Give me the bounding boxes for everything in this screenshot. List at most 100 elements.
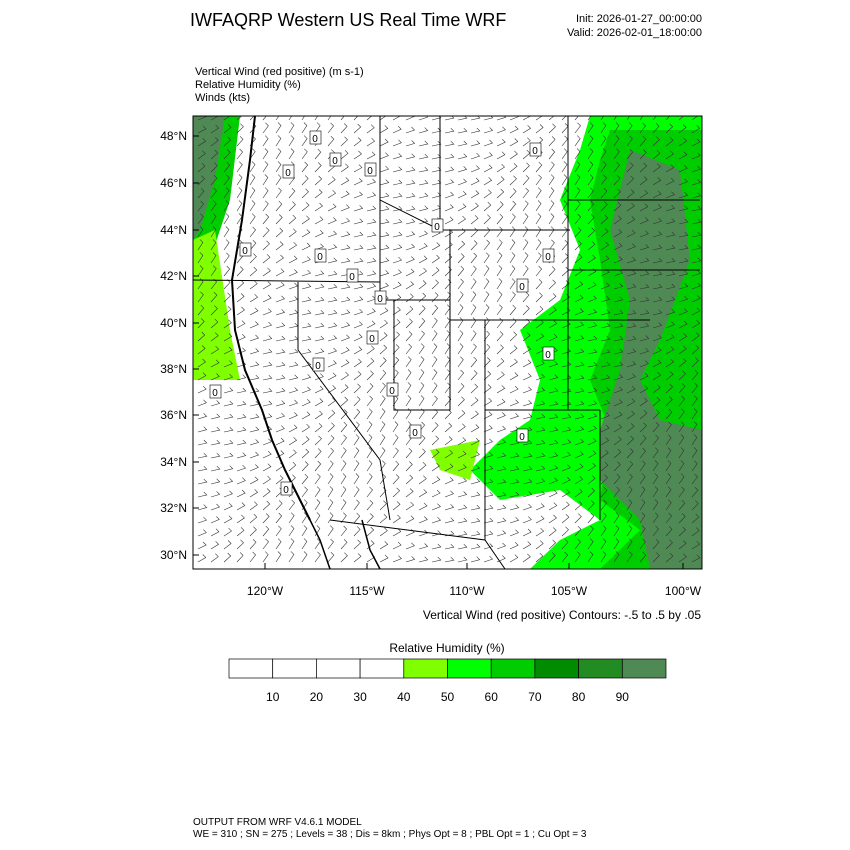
- barb: [665, 346, 675, 355]
- barb: [691, 369, 699, 381]
- barb: [301, 551, 308, 563]
- lon-label: 110°W: [449, 584, 485, 598]
- barb: [236, 477, 246, 485]
- lon-label: 100°W: [665, 584, 702, 598]
- barb: [574, 335, 585, 342]
- barb: [418, 556, 429, 563]
- barb: [210, 373, 220, 381]
- barb: [392, 331, 400, 342]
- barb: [561, 451, 572, 459]
- barb: [210, 516, 220, 524]
- barb: [288, 255, 298, 264]
- barb: [483, 343, 491, 355]
- lon-label: 105°W: [551, 584, 588, 598]
- barb: [691, 357, 699, 368]
- barb: [470, 177, 480, 186]
- barb: [678, 408, 685, 420]
- barb: [262, 500, 271, 511]
- barb: [639, 435, 647, 446]
- barb: [379, 138, 389, 147]
- barb: [288, 551, 295, 563]
- barb: [236, 161, 243, 173]
- barb: [366, 421, 373, 433]
- contour-label: 0: [312, 134, 318, 145]
- contour-label-box: [516, 428, 529, 443]
- barb: [223, 426, 234, 433]
- barb: [639, 372, 649, 381]
- barb: [639, 176, 648, 186]
- barb: [522, 373, 532, 381]
- barb: [600, 387, 611, 394]
- barb: [600, 399, 611, 407]
- barb: [405, 343, 413, 355]
- barb: [249, 489, 259, 498]
- barb: [275, 227, 284, 238]
- barb: [340, 116, 345, 121]
- colorbar-box: [272, 658, 317, 679]
- colorbar-tick-label: 90: [616, 690, 630, 704]
- barb: [340, 486, 347, 498]
- barb: [340, 499, 347, 511]
- barb: [379, 244, 390, 251]
- lat-label: 38°N: [160, 362, 187, 376]
- barb: [340, 190, 350, 199]
- barb: [236, 452, 247, 459]
- barb: [561, 551, 569, 563]
- barb: [470, 410, 479, 420]
- barb: [353, 473, 360, 485]
- barb: [535, 213, 542, 225]
- barb: [418, 192, 429, 199]
- barb: [691, 152, 701, 160]
- barb: [613, 116, 617, 121]
- barb: [535, 292, 543, 303]
- barb: [483, 164, 493, 173]
- barb: [548, 213, 555, 225]
- barb: [652, 270, 663, 277]
- barb: [249, 148, 256, 160]
- contour-label-box: [282, 164, 295, 179]
- barb: [574, 116, 579, 121]
- barb: [379, 395, 386, 407]
- barb: [379, 447, 386, 459]
- barb: [509, 504, 520, 511]
- barb: [600, 437, 610, 446]
- barb: [535, 515, 545, 524]
- barb: [314, 229, 324, 238]
- barb: [366, 231, 377, 238]
- barb: [405, 140, 416, 147]
- barb: [431, 449, 440, 459]
- colorbar-tick-label: 60: [485, 690, 499, 704]
- barb: [574, 122, 581, 134]
- barb: [392, 408, 399, 420]
- barb: [288, 228, 297, 238]
- barb: [522, 516, 532, 524]
- barb: [262, 413, 273, 420]
- barb: [535, 373, 546, 381]
- barb: [470, 478, 481, 485]
- barb: [353, 460, 360, 472]
- barb: [366, 473, 373, 485]
- barb: [561, 413, 572, 420]
- barb: [249, 239, 257, 251]
- barb: [262, 348, 273, 355]
- barb: [496, 304, 503, 316]
- barb: [496, 239, 503, 251]
- barb: [470, 504, 481, 511]
- barb: [639, 283, 650, 290]
- barb: [301, 361, 312, 368]
- barb: [366, 383, 374, 394]
- barb: [574, 513, 582, 524]
- barb: [444, 422, 453, 433]
- barb: [314, 175, 323, 186]
- barb: [392, 514, 401, 524]
- contour-label: 0: [389, 386, 395, 397]
- barb: [249, 439, 260, 446]
- barb: [275, 135, 282, 147]
- barb: [301, 473, 309, 485]
- barb: [210, 359, 220, 368]
- barb: [470, 451, 480, 459]
- barb: [509, 554, 519, 563]
- barb: [262, 335, 273, 342]
- contour-label-box: [374, 290, 387, 305]
- barb: [535, 116, 543, 121]
